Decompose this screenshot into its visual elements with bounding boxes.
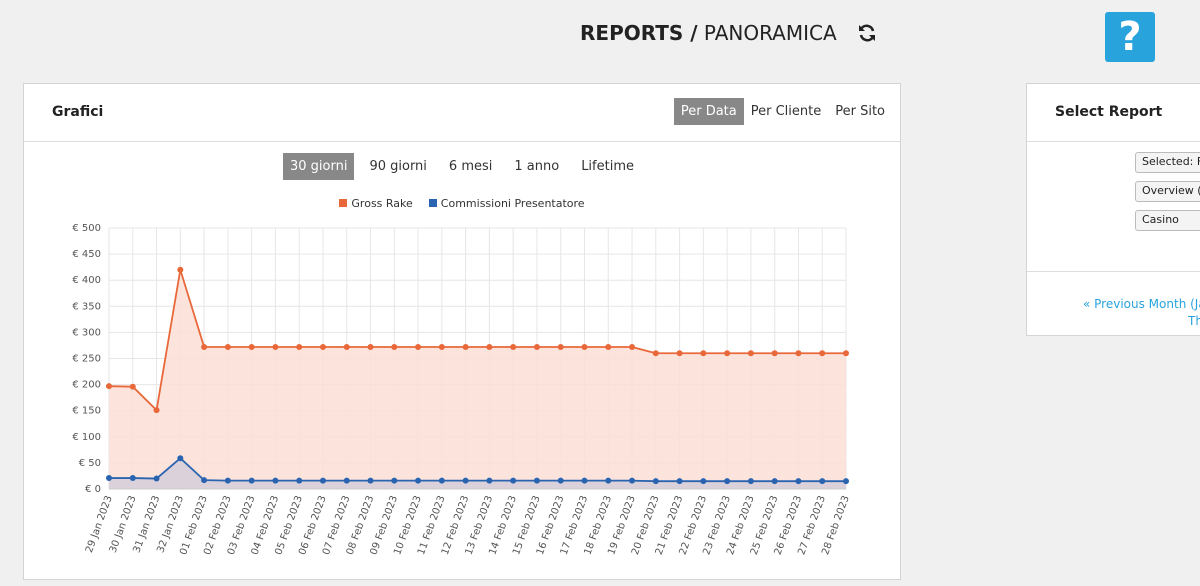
side-panel: Select Report Selected: F Overview ( Casin… <box>1026 83 1200 336</box>
panel-header: Grafici Per Data Per Cliente Per Sito <box>24 84 900 142</box>
side-title: Select Report <box>1055 104 1163 120</box>
help-button[interactable]: ? <box>1105 12 1155 62</box>
select[interactable]: Selected: F <box>1135 152 1200 173</box>
legend-swatch <box>428 199 437 207</box>
legend-item[interactable]: Gross Rake <box>339 197 413 210</box>
legend: Gross Rake Commissioni Presentatore <box>24 197 900 210</box>
range-buttons: 30 giorni 90 giorni 6 mesi 1 anno Lifetime <box>24 153 900 180</box>
chart-panel: Grafici Per Data Per Cliente Per Sito 30 g… <box>23 83 901 580</box>
tab[interactable]: Per Data <box>673 98 744 125</box>
range-button[interactable]: 6 mesi <box>448 159 493 174</box>
divider <box>1027 271 1200 272</box>
legend-label: Gross Rake <box>351 197 413 210</box>
tabs: Per Data Per Cliente Per Sito <box>673 98 892 125</box>
legend-item[interactable]: Commissioni Presentatore <box>428 197 585 210</box>
range-button[interactable]: Lifetime <box>581 159 634 174</box>
select[interactable]: Casino <box>1135 210 1200 231</box>
title-page: PANORAMICA <box>703 21 837 45</box>
legend-label: Commissioni Presentatore <box>440 197 585 210</box>
refresh-icon[interactable] <box>857 23 877 43</box>
legend-swatch <box>339 199 348 207</box>
select[interactable]: Overview ( <box>1135 181 1200 202</box>
page-title: REPORTS / PANORAMICA <box>580 21 877 45</box>
range-button[interactable]: 30 giorni <box>282 153 355 180</box>
tab[interactable]: Per Cliente <box>750 104 822 119</box>
next-link[interactable]: Th <box>1188 314 1200 328</box>
select-list: Selected: F Overview ( Casino <box>1135 152 1200 239</box>
side-header: Select Report <box>1027 84 1200 142</box>
title-section: REPORTS / <box>580 21 698 45</box>
panel-title: Grafici <box>52 104 104 120</box>
previous-link[interactable]: « Previous Month (Jan <box>1083 297 1200 311</box>
range-button[interactable]: 1 anno <box>514 159 560 174</box>
tab[interactable]: Per Sito <box>835 104 885 119</box>
range-button[interactable]: 90 giorni <box>369 159 427 174</box>
